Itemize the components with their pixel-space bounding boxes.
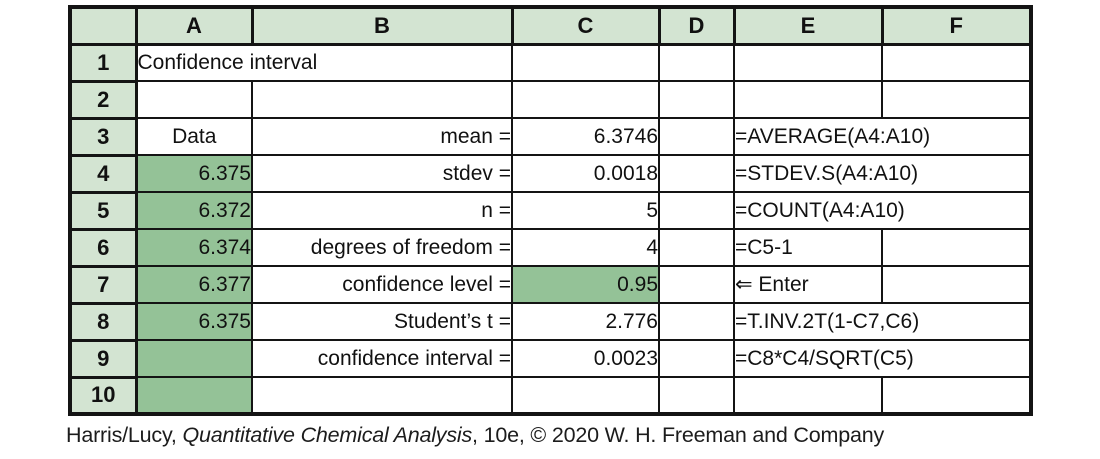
row-header-10[interactable]: 10 — [68, 375, 138, 416]
cell-C9[interactable]: 0.0023 — [511, 339, 660, 378]
cell-D6[interactable] — [658, 228, 735, 267]
spreadsheet-row: 3 Data mean = 6.3746 =AVERAGE(A4:A10) — [68, 116, 1032, 157]
cell-E1[interactable] — [733, 43, 883, 82]
spreadsheet-row: 6 6.374 degrees of freedom = 4 =C5-1 — [68, 227, 1032, 268]
row-header-1[interactable]: 1 — [68, 42, 138, 83]
cell-B7[interactable]: confidence level = — [251, 265, 513, 304]
cell-E10[interactable] — [733, 376, 883, 415]
cell-D4[interactable] — [658, 154, 735, 193]
cell-A5[interactable]: 6.372 — [135, 191, 253, 230]
cell-E5[interactable]: =COUNT(A4:A10) — [733, 191, 1032, 230]
cell-D7[interactable] — [658, 265, 735, 304]
cell-A8[interactable]: 6.375 — [135, 302, 253, 341]
column-header-E[interactable]: E — [732, 5, 884, 46]
row-header-9[interactable]: 9 — [68, 338, 138, 379]
column-header-F[interactable]: F — [880, 5, 1033, 46]
cell-C2[interactable] — [511, 80, 660, 119]
caption-credit: Harris/Lucy, — [66, 423, 183, 447]
cell-E8[interactable]: =T.INV.2T(1-C7,C6) — [733, 302, 1032, 341]
cell-C1[interactable] — [511, 43, 660, 82]
cell-E9[interactable]: =C8*C4/SQRT(C5) — [733, 339, 1032, 378]
cell-D3[interactable] — [658, 117, 735, 156]
cell-E3[interactable]: =AVERAGE(A4:A10) — [733, 117, 1032, 156]
copyright-caption: Harris/Lucy, Quantitative Chemical Analy… — [66, 423, 884, 448]
cell-E2[interactable] — [733, 80, 883, 119]
cell-C8[interactable]: 2.776 — [511, 302, 660, 341]
row-header-5[interactable]: 5 — [68, 190, 138, 231]
cell-B6[interactable]: degrees of freedom = — [251, 228, 513, 267]
cell-D10[interactable] — [658, 376, 735, 415]
cell-A1[interactable]: Confidence interval — [135, 43, 513, 82]
cell-B5[interactable]: n = — [251, 191, 513, 230]
cell-B8[interactable]: Student’s t = — [251, 302, 513, 341]
select-all-corner[interactable] — [68, 5, 138, 46]
cell-F6[interactable] — [881, 228, 1032, 267]
cell-E6[interactable]: =C5-1 — [733, 228, 883, 267]
spreadsheet-body: 1 Confidence interval 2 3 Data mean = 6.3746 =A… — [68, 42, 1032, 416]
column-header-B[interactable]: B — [250, 5, 514, 46]
cell-D1[interactable] — [658, 43, 735, 82]
cell-C5[interactable]: 5 — [511, 191, 660, 230]
row-header-2[interactable]: 2 — [68, 79, 138, 120]
row-header-7[interactable]: 7 — [68, 264, 138, 305]
spreadsheet-row: 9 confidence interval = 0.0023 =C8*C4/SQRT(… — [68, 338, 1032, 379]
cell-C6[interactable]: 4 — [511, 228, 660, 267]
cell-D8[interactable] — [658, 302, 735, 341]
spreadsheet-row: 10 — [68, 375, 1032, 416]
cell-F2[interactable] — [881, 80, 1032, 119]
cell-C3[interactable]: 6.3746 — [511, 117, 660, 156]
cell-D5[interactable] — [658, 191, 735, 230]
cell-D2[interactable] — [658, 80, 735, 119]
spreadsheet-row: 7 6.377 confidence level = 0.95 ⇐ Enter — [68, 264, 1032, 305]
cell-F1[interactable] — [881, 43, 1032, 82]
column-header-A[interactable]: A — [134, 5, 254, 46]
cell-B9[interactable]: confidence interval = — [251, 339, 513, 378]
cell-A6[interactable]: 6.374 — [135, 228, 253, 267]
spreadsheet-row: 2 — [68, 79, 1032, 120]
caption-book-title: Quantitative Chemical Analysis — [182, 423, 473, 447]
cell-A2[interactable] — [135, 80, 253, 119]
cell-F7[interactable] — [881, 265, 1032, 304]
row-header-8[interactable]: 8 — [68, 301, 138, 342]
row-header-4[interactable]: 4 — [68, 153, 138, 194]
cell-A4[interactable]: 6.375 — [135, 154, 253, 193]
cell-C4[interactable]: 0.0018 — [511, 154, 660, 193]
spreadsheet-row: 1 Confidence interval — [68, 42, 1032, 83]
cell-F10[interactable] — [881, 376, 1032, 415]
cell-B4[interactable]: stdev = — [251, 154, 513, 193]
cell-A9[interactable] — [135, 339, 253, 378]
column-header-C[interactable]: C — [510, 5, 661, 46]
spreadsheet-row: 5 6.372 n = 5 =COUNT(A4:A10) — [68, 190, 1032, 231]
cell-B10[interactable] — [251, 376, 513, 415]
cell-A7[interactable]: 6.377 — [135, 265, 253, 304]
row-header-6[interactable]: 6 — [68, 227, 138, 268]
spreadsheet-row: 8 6.375 Student’s t = 2.776 =T.INV.2T(1-C7,C… — [68, 301, 1032, 342]
spreadsheet-row: 4 6.375 stdev = 0.0018 =STDEV.S(A4:A10) — [68, 153, 1032, 194]
row-header-3[interactable]: 3 — [68, 116, 138, 157]
cell-C10[interactable] — [511, 376, 660, 415]
cell-A10[interactable] — [135, 376, 253, 415]
cell-E4[interactable]: =STDEV.S(A4:A10) — [733, 154, 1032, 193]
cell-A3[interactable]: Data — [135, 117, 253, 156]
cell-B3[interactable]: mean = — [251, 117, 513, 156]
cell-D9[interactable] — [658, 339, 735, 378]
cell-E7[interactable]: ⇐ Enter — [733, 265, 883, 304]
cell-B2[interactable] — [251, 80, 513, 119]
caption-edition-copyright: , 10e, © 2020 W. H. Freeman and Company — [472, 423, 885, 447]
column-header-D[interactable]: D — [657, 5, 736, 46]
cell-C7[interactable]: 0.95 — [511, 265, 660, 304]
